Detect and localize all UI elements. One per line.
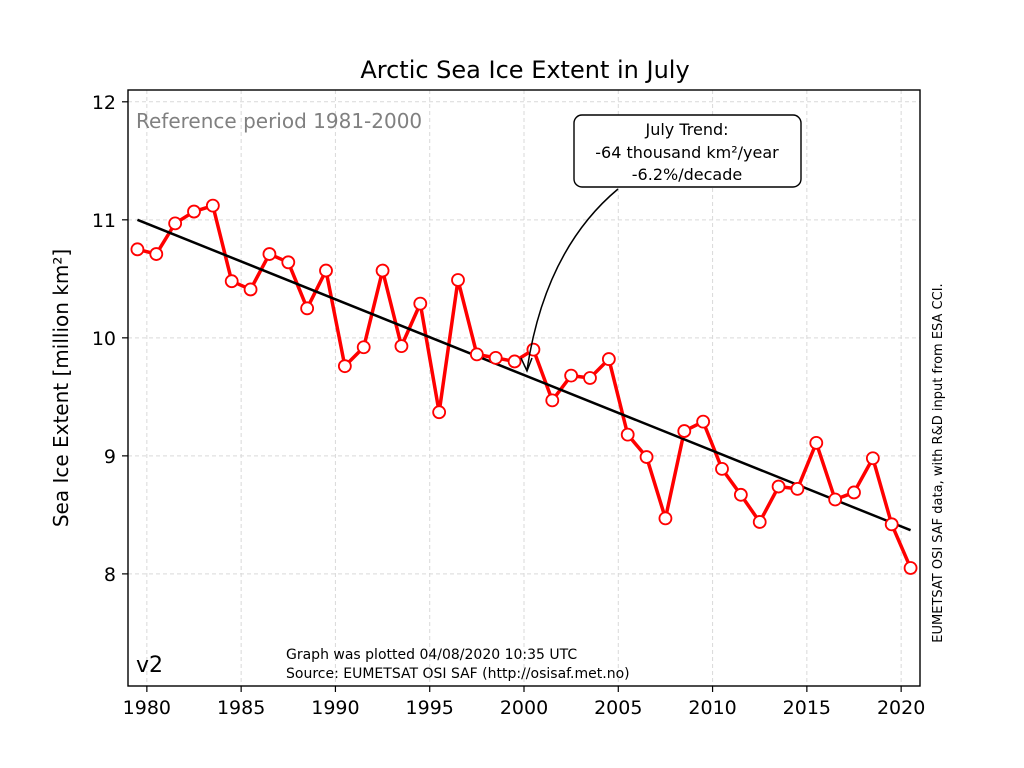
- trend-line: [136, 218, 912, 532]
- data-point: [865, 451, 880, 466]
- reference-period-label: Reference period 1981-2000: [136, 109, 422, 133]
- data-point: [319, 263, 333, 278]
- trend-box-line2: -64 thousand km²/year: [595, 143, 779, 162]
- data-point: [281, 255, 296, 270]
- data-point: [413, 296, 428, 311]
- data-point: [884, 517, 899, 532]
- data-point: [224, 274, 239, 289]
- trend-box-line1: July Trend:: [644, 120, 728, 139]
- trend-box-line3: -6.2%/decade: [632, 165, 742, 184]
- data-point: [375, 263, 390, 278]
- data-point: [696, 414, 711, 429]
- data-point: [790, 482, 805, 496]
- series-layer: [130, 198, 918, 575]
- data-point: [507, 354, 522, 369]
- data-point: [903, 561, 918, 575]
- data-point: [677, 424, 692, 438]
- x-tick-label: 1980: [123, 697, 171, 719]
- y-tick-label: 12: [92, 92, 116, 114]
- source-note: Source: EUMETSAT OSI SAF (http://osisaf.…: [286, 666, 630, 682]
- credit-note: EUMETSAT OSI SAF data, with R&D input fr…: [931, 283, 946, 642]
- x-tick-label: 1985: [217, 697, 265, 719]
- data-point: [809, 435, 824, 450]
- x-tick-label: 2000: [500, 697, 548, 719]
- data-point: [243, 282, 258, 297]
- data-point: [771, 479, 786, 494]
- x-axis-ticks: 1980 1985 1990 1995 2000 2005 2010 2015 2020: [123, 686, 925, 719]
- data-point: [639, 450, 654, 464]
- data-point: [545, 393, 560, 408]
- y-axis-ticks: 8 9 10 11 12: [92, 92, 128, 586]
- data-point: [620, 427, 635, 442]
- x-tick-label: 2015: [783, 697, 831, 719]
- data-point: [469, 347, 484, 362]
- data-point: [149, 247, 164, 261]
- data-point: [733, 487, 748, 502]
- data-point: [394, 339, 409, 354]
- data-point: [168, 216, 183, 231]
- data-point: [451, 273, 465, 287]
- y-tick-label: 8: [104, 564, 116, 586]
- data-point: [601, 352, 616, 366]
- data-point: [564, 368, 579, 383]
- data-point: [205, 198, 220, 213]
- plotted-note: Graph was plotted 04/08/2020 10:35 UTC: [286, 647, 577, 663]
- data-point: [658, 511, 673, 526]
- data-point: [432, 405, 447, 420]
- grid: [128, 90, 920, 686]
- x-tick-label: 1995: [406, 697, 454, 719]
- data-point: [828, 492, 843, 507]
- data-point: [187, 204, 201, 219]
- trend-annotation-arrow: [526, 188, 619, 371]
- chart-title: Arctic Sea Ice Extent in July: [360, 56, 689, 84]
- x-tick-label: 2020: [877, 697, 925, 719]
- version-label: v2: [136, 653, 163, 678]
- data-point: [847, 485, 861, 500]
- data-point: [262, 247, 277, 261]
- data-point: [583, 371, 597, 385]
- trend-annotation-arrowhead: [520, 357, 533, 373]
- data-point: [715, 461, 729, 476]
- data-point: [130, 242, 145, 257]
- data-point: [337, 359, 352, 374]
- y-tick-label: 11: [92, 210, 116, 232]
- y-axis-label: Sea Ice Extent [million km²]: [49, 249, 73, 527]
- data-point: [752, 515, 767, 529]
- x-tick-label: 1990: [311, 697, 359, 719]
- trend-box: July Trend: -64 thousand km²/year -6.2%/…: [573, 114, 802, 188]
- x-tick-label: 2010: [688, 697, 736, 719]
- data-point: [356, 340, 371, 355]
- x-tick-label: 2005: [594, 697, 642, 719]
- y-tick-label: 10: [92, 328, 116, 350]
- data-point: [488, 351, 503, 365]
- data-point: [300, 301, 315, 316]
- y-tick-label: 9: [104, 446, 116, 468]
